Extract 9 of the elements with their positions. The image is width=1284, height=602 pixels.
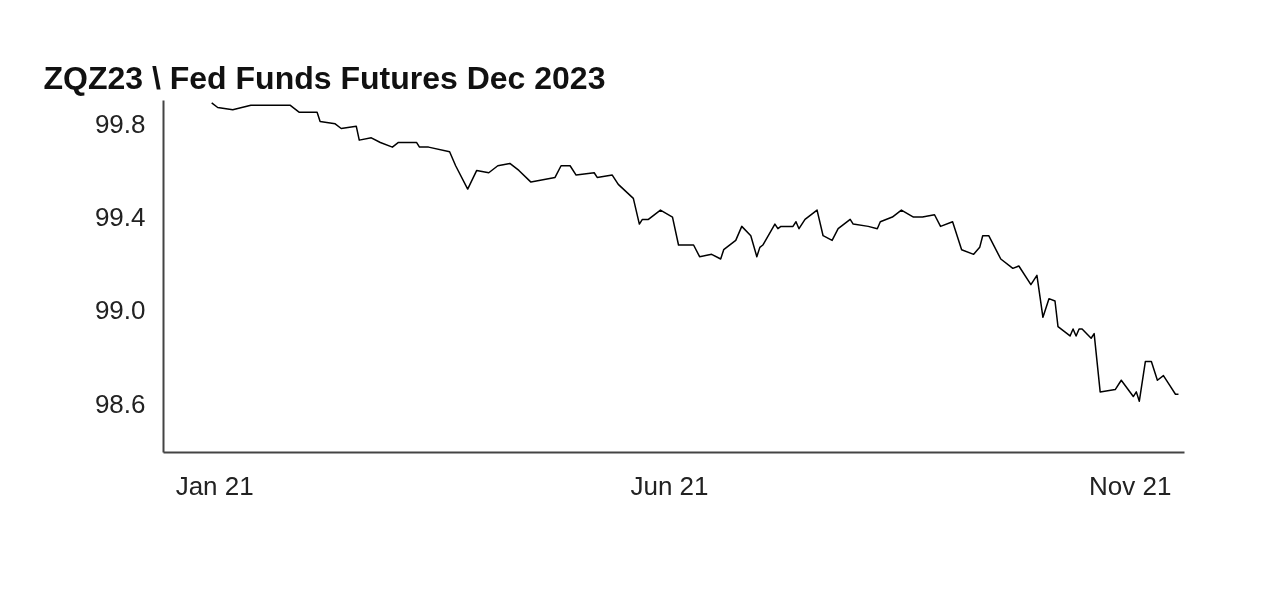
x-tick-label: Jan 21 <box>175 470 254 501</box>
y-tick-label: 99.0 <box>94 295 146 326</box>
x-tick-label: Jun 21 <box>630 470 709 501</box>
chart-title: ZQZ23 \ Fed Funds Futures Dec 2023 <box>43 59 606 96</box>
y-tick-label: 98.6 <box>94 388 146 419</box>
y-tick-label: 99.4 <box>94 202 146 233</box>
x-tick-label: Nov 21 <box>1089 470 1172 501</box>
line-series <box>210 102 1180 402</box>
y-tick-label: 99.8 <box>94 108 146 139</box>
